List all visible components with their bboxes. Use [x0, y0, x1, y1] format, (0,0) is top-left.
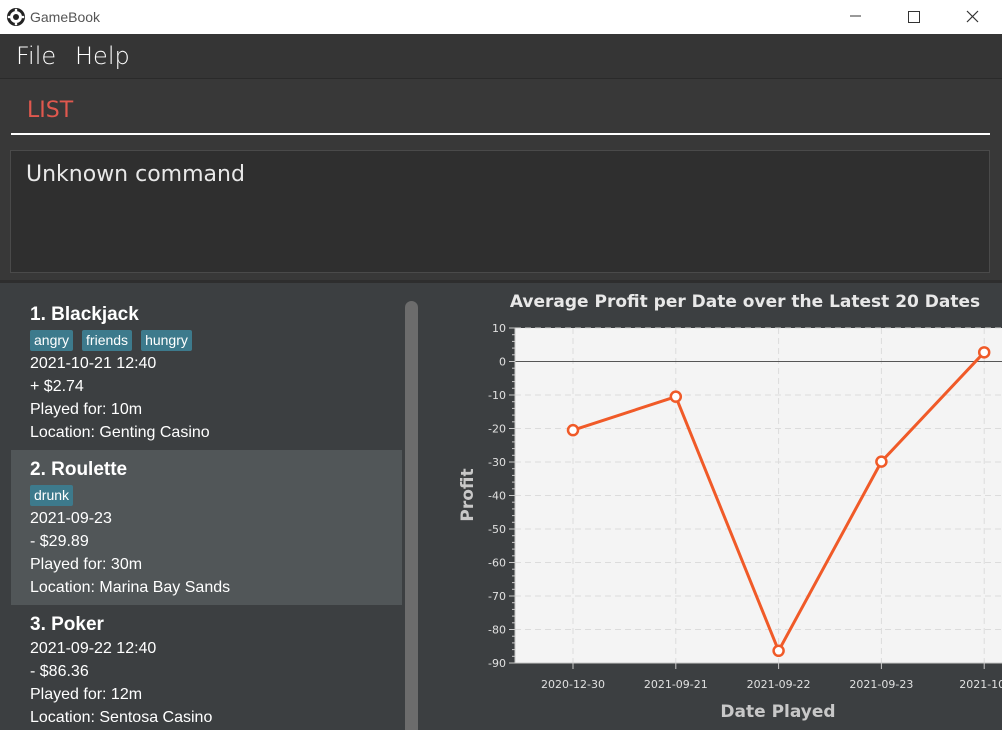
- game-title: 3. Poker: [30, 614, 104, 635]
- result-area: Unknown command: [0, 142, 1002, 280]
- y-tick-label: -30: [488, 456, 506, 469]
- y-tick-label: -80: [488, 624, 506, 637]
- y-tick-label: -10: [488, 389, 506, 402]
- game-profit: - $86.36: [30, 663, 89, 680]
- y-tick-label: -90: [488, 657, 506, 670]
- data-point: [669, 390, 683, 403]
- x-axis-label: Date Played: [720, 702, 835, 722]
- tag-list: angry friends hungry: [30, 330, 192, 351]
- menu-file[interactable]: File: [16, 42, 57, 70]
- command-input[interactable]: LIST: [11, 89, 990, 135]
- maximize-icon[interactable]: [891, 0, 937, 34]
- game-profit: - $29.89: [30, 533, 89, 550]
- tag: friends: [82, 330, 133, 351]
- minimize-icon[interactable]: [832, 0, 878, 34]
- x-tick-label: 2021-09-22: [747, 678, 811, 691]
- y-tick-label: -60: [488, 557, 506, 570]
- x-tick-label: 2021-09-23: [849, 678, 913, 691]
- y-axis-label: Profit: [458, 468, 478, 521]
- game-list-panel: 1. Blackjack angry friends hungry 2021-1…: [0, 283, 422, 730]
- command-text: LIST: [27, 98, 74, 123]
- tag: angry: [30, 330, 74, 351]
- data-point: [566, 423, 580, 437]
- y-tick-label: -20: [488, 423, 506, 436]
- menu-bar: File Help: [0, 34, 1002, 79]
- game-duration: Played for: 12m: [30, 686, 143, 703]
- y-tick-label: -50: [488, 523, 506, 536]
- tag: hungry: [141, 330, 192, 351]
- game-title: 2. Roulette: [30, 459, 128, 480]
- app-icon: [7, 8, 25, 26]
- panel-divider: [0, 280, 1002, 283]
- game-list: 1. Blackjack angry friends hungry 2021-1…: [11, 295, 402, 730]
- game-datetime: 2021-09-22 12:40: [30, 640, 157, 657]
- data-point: [772, 644, 785, 658]
- game-datetime: 2021-09-23: [30, 510, 112, 527]
- x-tick-label: 2020-12-30: [541, 678, 605, 691]
- game-card-selected[interactable]: 2. Roulette drunk 2021-09-23 - $29.89 Pl…: [11, 450, 402, 605]
- y-tick-label: 10: [492, 322, 506, 335]
- chart-title: Average Profit per Date over the Latest …: [510, 292, 980, 312]
- menu-help[interactable]: Help: [75, 42, 130, 70]
- data-point: [977, 346, 991, 359]
- game-location: Location: Marina Bay Sands: [30, 579, 231, 596]
- x-tick-label: 2021-09-21: [644, 678, 708, 691]
- y-tick-label: 0: [499, 356, 506, 369]
- game-duration: Played for: 10m: [30, 401, 143, 418]
- tag-list: drunk: [30, 485, 74, 506]
- tag: drunk: [30, 485, 74, 506]
- command-area: LIST: [0, 79, 1002, 142]
- game-card[interactable]: 3. Poker 2021-09-22 12:40 - $86.36 Playe…: [11, 605, 402, 730]
- game-location: Location: Sentosa Casino: [30, 709, 213, 726]
- game-location: Location: Genting Casino: [30, 424, 210, 441]
- y-tick-label: -70: [488, 590, 506, 603]
- window-title: GameBook: [30, 9, 101, 25]
- close-icon[interactable]: [950, 0, 996, 34]
- data-point: [875, 455, 888, 468]
- y-tick-label: -40: [488, 490, 506, 503]
- chart-panel: Average Profit per Date over the Latest …: [424, 283, 1002, 730]
- game-datetime: 2021-10-21 12:40: [30, 355, 157, 372]
- title-bar: GameBook: [0, 0, 1002, 34]
- game-title: 1. Blackjack: [30, 304, 139, 325]
- result-message: Unknown command: [26, 162, 245, 187]
- game-card[interactable]: 1. Blackjack angry friends hungry 2021-1…: [11, 295, 402, 450]
- result-display: Unknown command: [10, 150, 990, 273]
- game-duration: Played for: 30m: [30, 556, 143, 573]
- profit-chart: Average Profit per Date over the Latest …: [458, 292, 1002, 722]
- game-profit: + $2.74: [30, 378, 84, 395]
- list-scrollbar-thumb[interactable]: [405, 301, 418, 730]
- x-tick-label: 2021-10-: [959, 678, 1002, 691]
